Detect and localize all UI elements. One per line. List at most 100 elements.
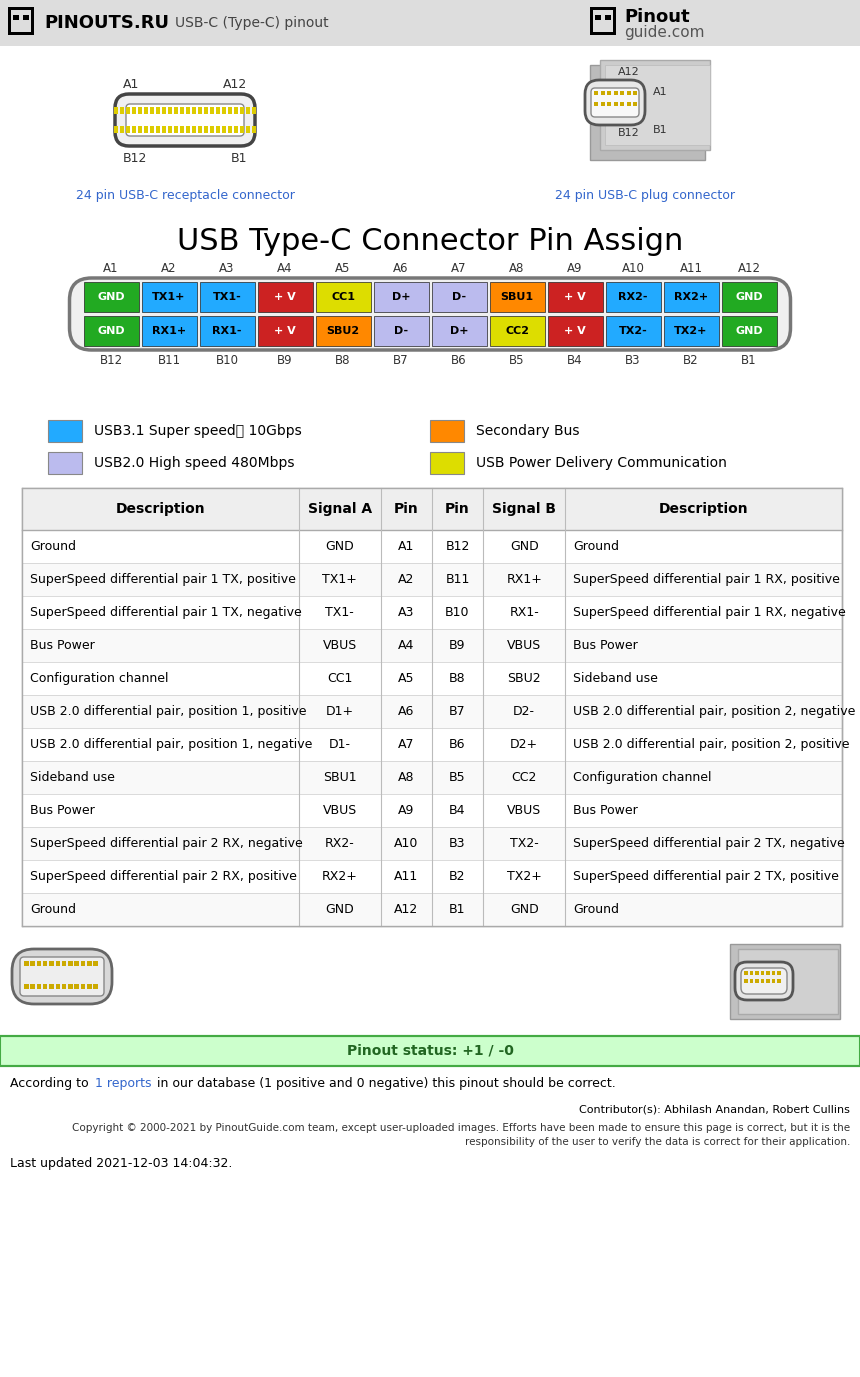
Text: USB 2.0 differential pair, position 1, negative: USB 2.0 differential pair, position 1, n… (30, 738, 312, 750)
Text: A8: A8 (398, 771, 415, 784)
Bar (62, 961, 66, 967)
Text: CC2: CC2 (512, 771, 537, 784)
Text: A9: A9 (568, 262, 583, 274)
Bar (766, 979, 770, 983)
Bar (771, 979, 775, 983)
Bar (180, 107, 184, 114)
Text: B8: B8 (449, 672, 466, 684)
Bar (216, 127, 220, 134)
Text: VBUS: VBUS (507, 804, 541, 817)
Text: According to: According to (10, 1077, 93, 1091)
Text: B10: B10 (445, 606, 470, 620)
Bar (174, 107, 178, 114)
Bar (228, 127, 232, 134)
Bar (83, 315, 138, 346)
Bar (162, 127, 166, 134)
Text: RX1+: RX1+ (152, 326, 186, 336)
Bar (0, 1036, 860, 1066)
Bar (620, 102, 624, 106)
Text: D1-: D1- (329, 738, 351, 750)
Bar (0, 0, 860, 45)
Text: A11: A11 (679, 262, 703, 274)
Text: A12: A12 (223, 77, 247, 91)
Bar (138, 107, 142, 114)
Bar (156, 107, 160, 114)
Bar (22, 487, 842, 530)
Bar (222, 107, 226, 114)
Text: + V: + V (564, 292, 586, 302)
FancyBboxPatch shape (20, 957, 104, 996)
Bar (13, 15, 19, 21)
Text: Configuration channel: Configuration channel (574, 771, 712, 784)
Bar (93, 985, 98, 989)
Text: Pin: Pin (445, 503, 470, 516)
Text: A3: A3 (219, 262, 235, 274)
Text: B6: B6 (452, 354, 467, 366)
Text: SuperSpeed differential pair 2 TX, negative: SuperSpeed differential pair 2 TX, negat… (574, 837, 845, 850)
Text: Last updated 2021-12-03 14:04:32.: Last updated 2021-12-03 14:04:32. (10, 1158, 232, 1170)
Text: A11: A11 (395, 870, 419, 883)
Text: USB2.0 High speed 480Mbps: USB2.0 High speed 480Mbps (94, 456, 294, 470)
Bar (23, 695, 841, 728)
Text: SBU2: SBU2 (327, 326, 359, 336)
Bar (23, 795, 841, 828)
Bar (23, 662, 841, 695)
Bar (432, 315, 487, 346)
Text: Signal A: Signal A (308, 503, 372, 516)
Bar (186, 107, 190, 114)
Bar (81, 985, 85, 989)
Bar (760, 971, 764, 975)
Text: B1: B1 (449, 903, 466, 916)
Text: B5: B5 (449, 771, 466, 784)
Bar (600, 61, 710, 150)
Bar (87, 985, 91, 989)
Text: responsibility of the user to verify the data is correct for their application.: responsibility of the user to verify the… (464, 1137, 850, 1147)
Text: 24 pin USB-C plug connector: 24 pin USB-C plug connector (555, 189, 735, 201)
Bar (75, 985, 79, 989)
Text: GND: GND (735, 292, 763, 302)
Bar (23, 828, 841, 861)
Bar (23, 563, 841, 596)
FancyBboxPatch shape (741, 968, 787, 994)
Bar (590, 65, 705, 160)
Text: TX2+: TX2+ (674, 326, 708, 336)
FancyBboxPatch shape (115, 94, 255, 146)
Text: GND: GND (97, 292, 125, 302)
Text: A12: A12 (738, 262, 760, 274)
Bar (664, 282, 718, 313)
Text: Description: Description (115, 503, 205, 516)
Bar (257, 282, 312, 313)
Bar (68, 985, 72, 989)
Text: + V: + V (274, 292, 296, 302)
Text: VBUS: VBUS (322, 639, 357, 651)
Bar (633, 91, 637, 95)
Text: 1 reports: 1 reports (95, 1077, 151, 1091)
Bar (605, 282, 660, 313)
Text: A2: A2 (162, 262, 177, 274)
Text: TX2+: TX2+ (507, 870, 542, 883)
Bar (0, 934, 860, 1024)
Bar (49, 985, 53, 989)
Text: SuperSpeed differential pair 1 RX, negative: SuperSpeed differential pair 1 RX, negat… (574, 606, 846, 620)
Text: B8: B8 (335, 354, 351, 366)
Bar (23, 596, 841, 629)
Bar (605, 15, 611, 21)
Bar (48, 452, 82, 474)
Text: Copyright © 2000-2021 by PinoutGuide.com team, except user-uploaded images. Effo: Copyright © 2000-2021 by PinoutGuide.com… (72, 1124, 850, 1133)
Bar (755, 979, 759, 983)
Bar (56, 961, 60, 967)
Text: SuperSpeed differential pair 2 RX, negative: SuperSpeed differential pair 2 RX, negat… (30, 837, 303, 850)
Bar (81, 961, 85, 967)
Text: A1: A1 (398, 540, 415, 554)
Bar (180, 127, 184, 134)
Text: D+: D+ (392, 292, 410, 302)
Bar (204, 127, 208, 134)
Text: USB-C (Type-C) pinout: USB-C (Type-C) pinout (175, 17, 329, 30)
Text: USB 2.0 differential pair, position 2, negative: USB 2.0 differential pair, position 2, n… (574, 705, 856, 717)
Bar (228, 107, 232, 114)
Bar (23, 629, 841, 662)
Text: A6: A6 (398, 705, 415, 717)
Bar (373, 282, 428, 313)
Text: A4: A4 (277, 262, 292, 274)
Text: Description: Description (659, 503, 748, 516)
